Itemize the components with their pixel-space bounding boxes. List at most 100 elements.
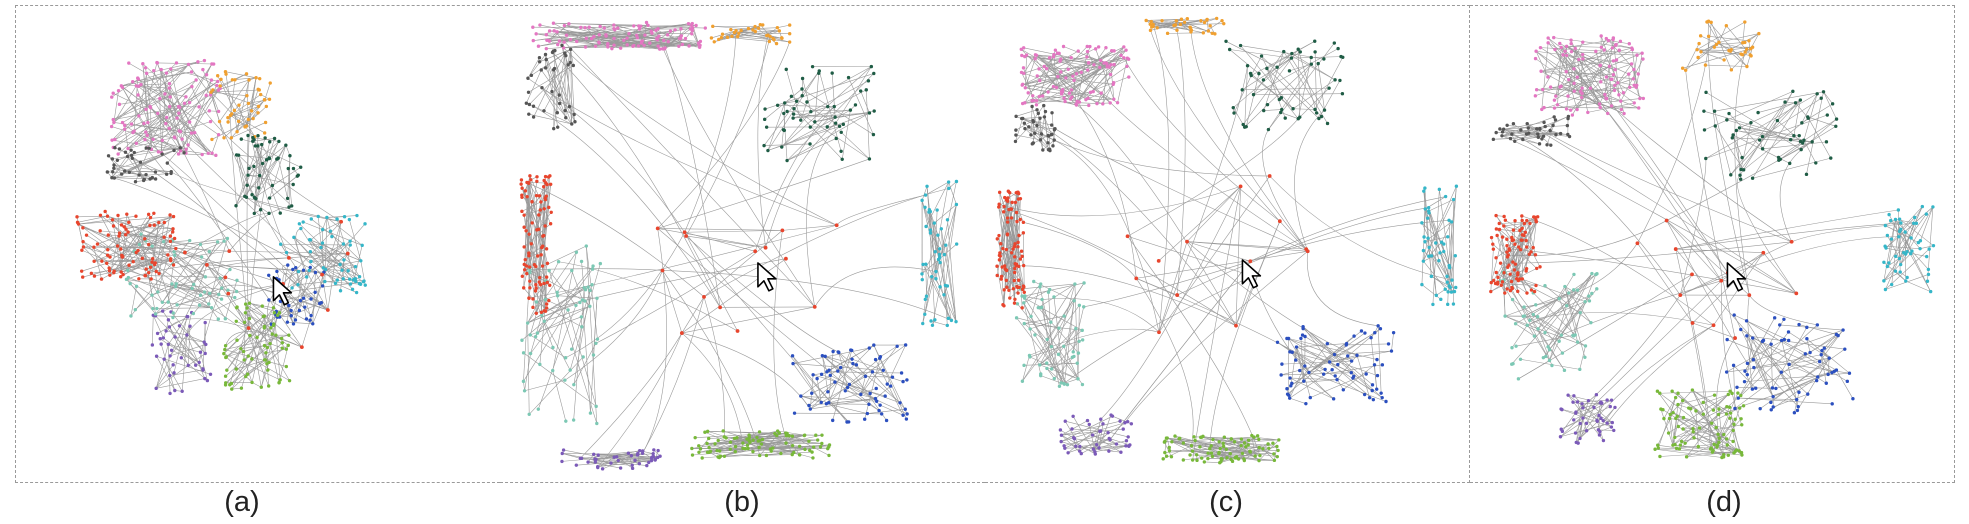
graph-node (1232, 111, 1236, 115)
graph-edge (1789, 364, 1850, 374)
graph-node (1052, 295, 1056, 299)
graph-edge (211, 89, 260, 93)
graph-node (850, 357, 854, 361)
graph-edge (226, 356, 253, 383)
graph-edge (1519, 254, 1530, 280)
graph-node (1112, 62, 1116, 67)
graph-edge (1071, 47, 1107, 98)
graph-edge (1041, 133, 1270, 177)
graph-edge (1023, 232, 1025, 293)
graph-edge (1293, 108, 1316, 110)
graph-edge (1560, 49, 1620, 87)
graph-node (827, 401, 831, 405)
graph-node (1031, 94, 1035, 98)
graph-node (745, 443, 750, 447)
graph-edge (1306, 251, 1379, 327)
graph-node (308, 318, 312, 322)
graph-node (262, 343, 267, 348)
graph-node (1918, 239, 1923, 243)
graph-node (141, 178, 146, 183)
graph-node (632, 24, 636, 28)
graph-node (698, 447, 703, 451)
graph-node (808, 448, 812, 453)
graph-node (1302, 379, 1306, 383)
graph-edge (681, 332, 744, 449)
graph-node (119, 270, 123, 274)
graph-node (172, 236, 177, 241)
graph-node (705, 429, 710, 434)
graph-edge (1024, 297, 1083, 385)
graph-edge (741, 29, 753, 31)
graph-node (666, 39, 670, 44)
graph-node (287, 255, 291, 260)
graph-edge (543, 62, 571, 111)
graph-edge (570, 49, 575, 115)
graph-node (1307, 370, 1311, 375)
graph-edge (1337, 355, 1348, 365)
graph-node (189, 131, 194, 135)
graph-node (1234, 323, 1238, 328)
graph-node (800, 94, 804, 98)
graph-node (264, 104, 269, 109)
graph-node (936, 257, 941, 262)
graph-node (220, 286, 224, 290)
graph-node (138, 160, 143, 164)
graph-node (845, 385, 850, 390)
graph-node (562, 23, 567, 28)
graph-edge (236, 307, 271, 344)
graph-edge (1734, 314, 1789, 341)
graph-node (1205, 18, 1209, 22)
graph-node (921, 262, 925, 267)
graph-node (292, 235, 296, 240)
graph-node (267, 273, 271, 277)
graph-node (296, 283, 300, 287)
graph-node (203, 275, 208, 279)
graph-node (180, 137, 184, 141)
graph-edge (1760, 348, 1845, 409)
graph-node (762, 143, 766, 148)
graph-node (1301, 326, 1305, 331)
graph-edge (704, 431, 746, 450)
graph-edge (734, 32, 790, 35)
graph-edge (1566, 46, 1614, 75)
graph-node (579, 259, 584, 264)
graph-edge (1258, 439, 1280, 461)
graph-node (944, 243, 948, 247)
graph-node (1020, 53, 1024, 58)
graph-node (1641, 57, 1645, 61)
graph-edge (806, 126, 840, 307)
graph-node (169, 67, 173, 71)
graph-node (867, 346, 871, 350)
graph-node (84, 233, 89, 237)
graph-edge (218, 284, 328, 311)
graph-edge (160, 344, 176, 391)
graph-edge (616, 454, 638, 458)
graph-node (1899, 221, 1903, 225)
graph-node (112, 163, 116, 167)
graph-node (197, 360, 201, 365)
graph-node (1437, 259, 1441, 263)
graph-node (1241, 122, 1245, 127)
graph-edge (248, 141, 280, 329)
graph-node (1750, 336, 1755, 340)
graph-node (1607, 64, 1612, 69)
graph-node (1294, 345, 1299, 349)
graph-edge (155, 277, 221, 315)
graph-node (243, 125, 247, 129)
graph-node (1821, 90, 1826, 94)
graph-edge (1062, 58, 1129, 93)
graph-edge (1041, 299, 1052, 369)
graph-edge (169, 369, 204, 376)
graph-node (1827, 356, 1831, 360)
graph-node (252, 137, 256, 142)
graph-edge (527, 302, 580, 324)
graph-node (524, 101, 529, 105)
graph-node (843, 389, 847, 393)
graph-node (1167, 445, 1171, 450)
graph-node (359, 259, 363, 263)
graph-node (1341, 388, 1346, 392)
graph-edge (1234, 439, 1249, 443)
graph-node (1771, 405, 1775, 409)
graph-edge (1706, 21, 1720, 43)
graph-edge (236, 306, 269, 387)
